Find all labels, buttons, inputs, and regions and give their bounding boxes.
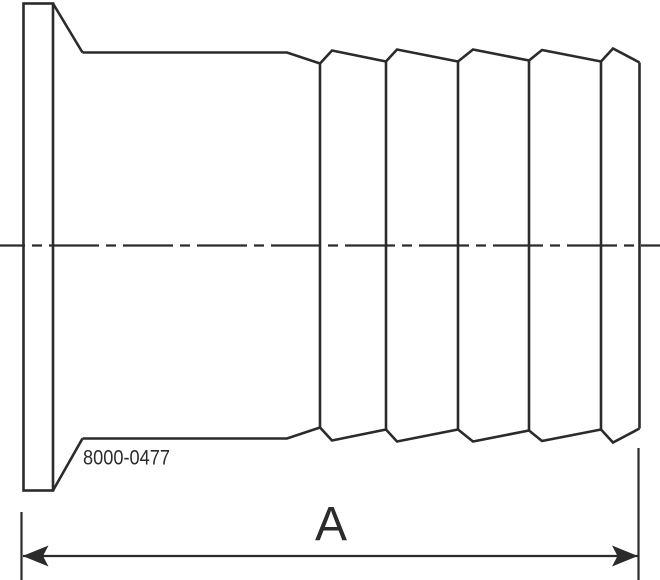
- dimension-label: A: [315, 498, 347, 551]
- barb-profile-bottom: [82, 426, 641, 445]
- neck-taper-top: [51, 2, 84, 54]
- part-number-label: 8000-0477: [83, 447, 170, 470]
- neck-taper-bottom: [51, 437, 84, 492]
- dimension-arrow-left-icon: [22, 545, 49, 567]
- flange-outline: [22, 2, 55, 492]
- dimension-arrow-right-icon: [612, 545, 638, 567]
- barb-profile-top: [82, 46, 641, 65]
